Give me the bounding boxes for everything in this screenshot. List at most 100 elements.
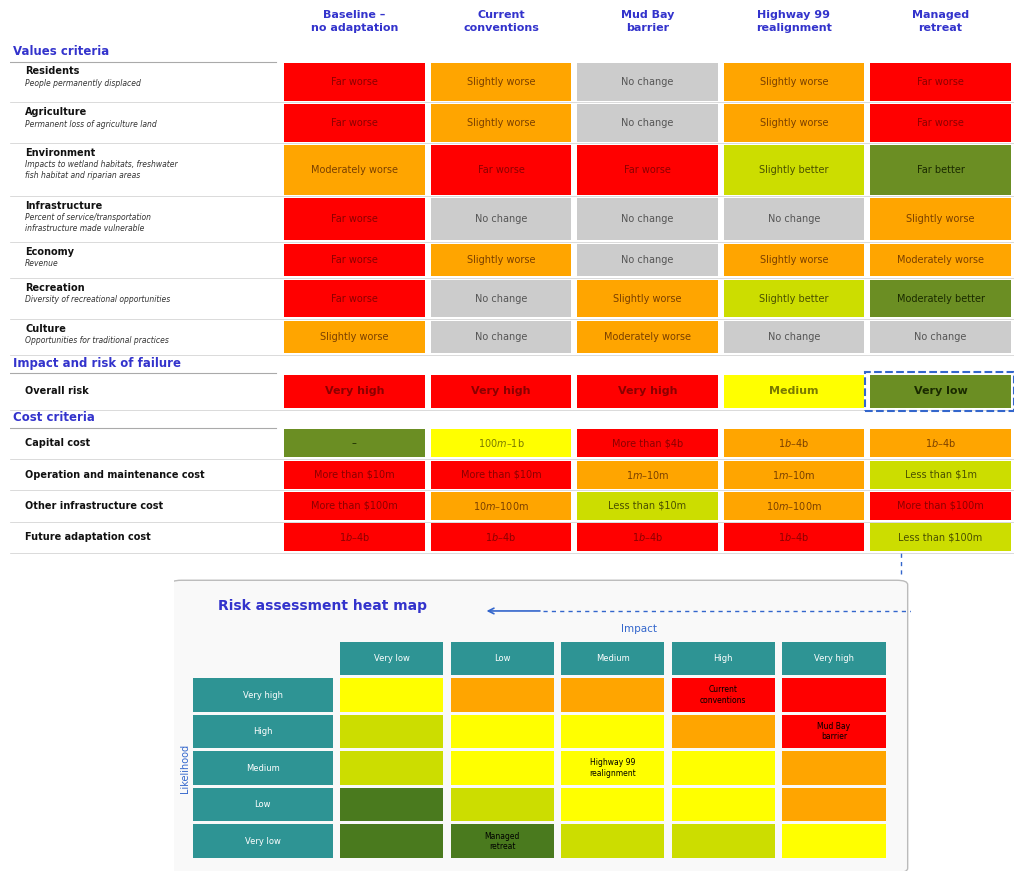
Bar (431, 63, 571, 101)
Text: $10m – $100m: $10m – $100m (473, 500, 529, 512)
Bar (340, 642, 443, 675)
Bar (870, 320, 1011, 354)
Text: $1b – $4b: $1b – $4b (632, 532, 664, 543)
Bar (870, 375, 1011, 407)
Bar (578, 375, 718, 407)
Bar (285, 429, 425, 458)
Bar (724, 104, 864, 142)
Text: Far worse: Far worse (477, 165, 524, 175)
Bar (578, 492, 718, 520)
Text: No change: No change (622, 214, 674, 224)
Text: Culture: Culture (26, 324, 67, 334)
Bar (340, 752, 443, 785)
Bar (724, 320, 864, 354)
Text: People permanently displaced: People permanently displaced (26, 78, 141, 88)
Text: Mud Bay
barrier: Mud Bay barrier (817, 722, 851, 741)
Text: Recreation: Recreation (26, 282, 85, 293)
Bar (431, 244, 571, 276)
Bar (193, 825, 333, 858)
Bar (870, 280, 1011, 318)
Text: High: High (714, 654, 733, 663)
Bar (578, 198, 718, 240)
Text: More than $100m: More than $100m (311, 501, 397, 511)
Text: No change: No change (622, 77, 674, 87)
Text: Baseline –
no adaptation: Baseline – no adaptation (310, 11, 398, 33)
Bar (285, 375, 425, 407)
Text: Agriculture: Agriculture (26, 107, 87, 117)
Text: Slightly better: Slightly better (759, 294, 828, 304)
Bar (451, 788, 554, 822)
Bar (578, 244, 718, 276)
Text: $1b – $4b: $1b – $4b (925, 437, 956, 450)
Bar (578, 524, 718, 551)
Text: Medium: Medium (246, 764, 280, 773)
Bar (340, 678, 443, 712)
Bar (431, 320, 571, 354)
Text: More than $10m: More than $10m (461, 470, 542, 480)
Bar (724, 244, 864, 276)
Text: Residents: Residents (26, 66, 80, 77)
Bar (193, 678, 333, 712)
Bar (285, 320, 425, 354)
Bar (724, 524, 864, 551)
Bar (561, 715, 665, 748)
Bar (724, 461, 864, 488)
Bar (285, 524, 425, 551)
Text: Slightly worse: Slightly worse (760, 255, 828, 265)
Text: More than $4b: More than $4b (612, 438, 683, 449)
Bar (672, 825, 775, 858)
Bar (724, 198, 864, 240)
Text: Very high: Very high (325, 386, 384, 397)
Bar (561, 788, 665, 822)
Bar (193, 788, 333, 822)
Text: Slightly worse: Slightly worse (906, 214, 975, 224)
Bar (578, 461, 718, 488)
Text: Moderately better: Moderately better (896, 294, 984, 304)
Bar (578, 145, 718, 194)
Text: Moderately worse: Moderately worse (311, 165, 398, 175)
Bar (285, 244, 425, 276)
Text: Far worse: Far worse (918, 118, 964, 128)
Bar (193, 715, 333, 748)
Text: Very low: Very low (374, 654, 410, 663)
Text: Economy: Economy (26, 246, 75, 257)
Text: More than $10m: More than $10m (314, 470, 395, 480)
Text: Slightly worse: Slightly worse (321, 332, 389, 342)
Text: Opportunities for traditional practices: Opportunities for traditional practices (26, 336, 169, 345)
Text: No change: No change (914, 332, 967, 342)
Text: Far worse: Far worse (331, 294, 378, 304)
Text: No change: No change (475, 214, 527, 224)
Bar (672, 752, 775, 785)
Bar (870, 145, 1011, 194)
Text: No change: No change (475, 294, 527, 304)
Bar (724, 492, 864, 520)
Text: Low: Low (254, 800, 270, 810)
Bar (578, 280, 718, 318)
Bar (578, 63, 718, 101)
Text: Operation and maintenance cost: Operation and maintenance cost (26, 470, 205, 480)
Text: Permanent loss of agriculture land: Permanent loss of agriculture land (26, 120, 157, 128)
Bar (431, 492, 571, 520)
Text: Impacts to wetland habitats, freshwater
fish habitat and riparian areas: Impacts to wetland habitats, freshwater … (26, 160, 178, 180)
Text: Far worse: Far worse (918, 77, 964, 87)
Bar (431, 429, 571, 458)
Text: Revenue: Revenue (26, 259, 59, 268)
Bar (672, 715, 775, 748)
Bar (431, 198, 571, 240)
Bar (782, 715, 886, 748)
Bar (285, 280, 425, 318)
Bar (870, 492, 1011, 520)
Bar (431, 375, 571, 407)
Text: Far worse: Far worse (624, 165, 671, 175)
Text: Other infrastructure cost: Other infrastructure cost (26, 501, 164, 511)
Text: Moderately worse: Moderately worse (604, 332, 691, 342)
Text: $1b – $4b: $1b – $4b (339, 532, 370, 543)
Text: Very high: Very high (814, 654, 854, 663)
Bar (782, 825, 886, 858)
Text: $1m – $10m: $1m – $10m (626, 469, 670, 480)
Text: Managed
retreat: Managed retreat (484, 832, 520, 851)
Bar (451, 752, 554, 785)
Text: Managed
retreat: Managed retreat (912, 11, 969, 33)
Text: $1m – $10m: $1m – $10m (772, 469, 816, 480)
Bar (431, 280, 571, 318)
